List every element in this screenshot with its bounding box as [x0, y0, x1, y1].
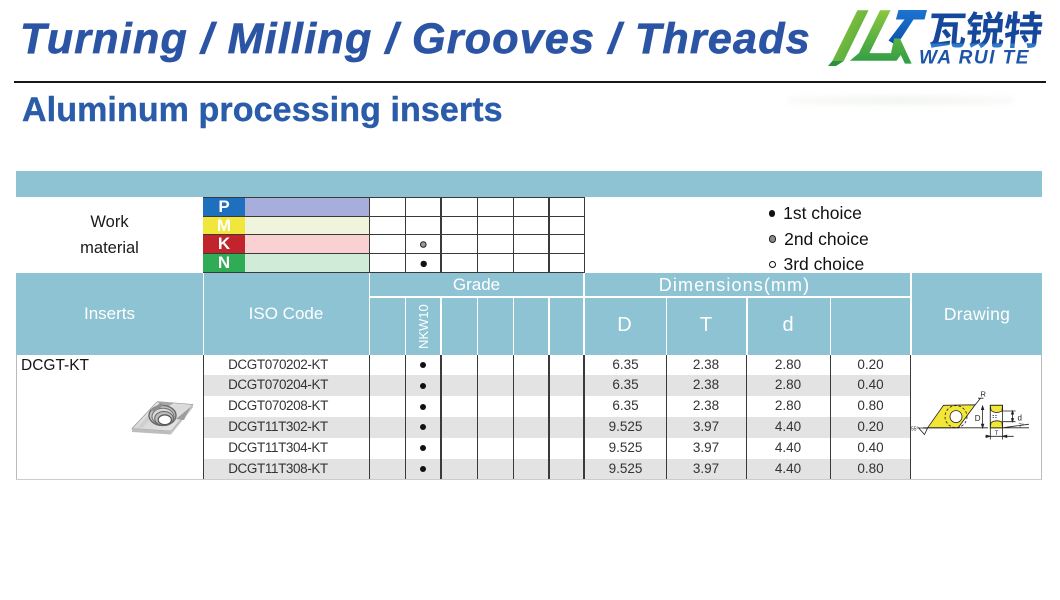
svg-text:T: T [995, 431, 999, 437]
svg-text:55°: 55° [911, 427, 919, 433]
svg-text:7°: 7° [1019, 424, 1025, 430]
svg-text:d: d [1018, 414, 1022, 423]
svg-text:WA RUI TE: WA RUI TE [919, 48, 1030, 69]
svg-text:R: R [981, 390, 987, 399]
svg-text:D: D [975, 414, 981, 423]
